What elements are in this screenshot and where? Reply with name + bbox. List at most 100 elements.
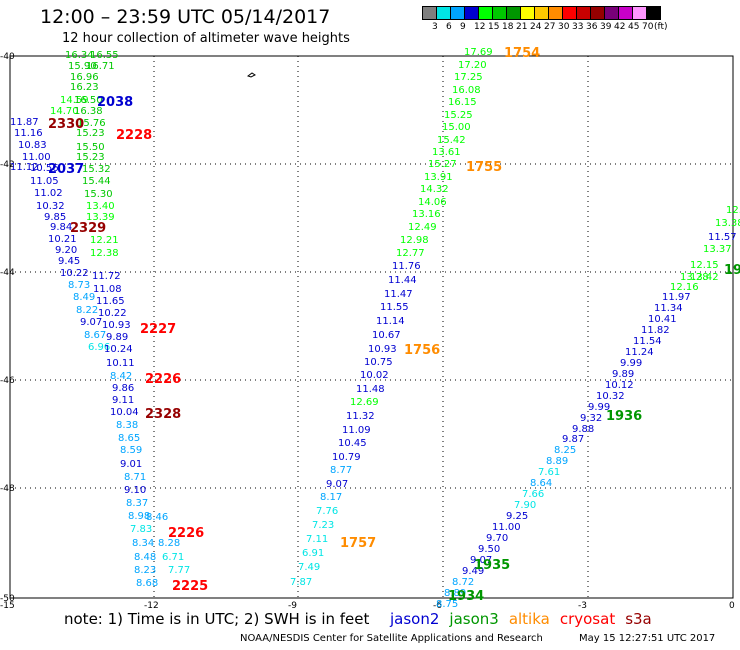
wave-height-value: 11.32: [346, 411, 375, 422]
pass-time-label: 1936: [606, 409, 642, 424]
wave-height-value: 8.98: [128, 511, 150, 522]
wave-height-value: 10.22: [60, 268, 89, 279]
wave-height-value: 12.49: [408, 222, 437, 233]
color-scale-label: 12: [474, 22, 486, 32]
wave-height-value: 8.77: [330, 465, 352, 476]
wave-height-value: 15.44: [82, 176, 111, 187]
wave-height-value: 15.25: [444, 110, 473, 121]
longitude-label: -3: [578, 601, 587, 610]
longitude-label: -9: [288, 601, 297, 610]
wave-height-value: 15.42: [437, 135, 466, 146]
wave-height-value: 11.47: [384, 289, 413, 300]
pass-time-label: 1934: [448, 589, 484, 604]
legend-entry-s3a: s3a: [625, 610, 652, 628]
wave-height-value: 17.25: [454, 72, 483, 83]
wave-height-value: 10.79: [332, 452, 361, 463]
pass-time-label: 1754: [504, 46, 540, 61]
wave-height-value: 9.01: [120, 459, 142, 470]
wave-height-value: 9.25: [506, 511, 528, 522]
latitude-label: -42: [0, 160, 15, 170]
wave-height-value: 15.23: [76, 152, 105, 163]
wave-height-value: 9.49: [462, 566, 484, 577]
wave-height-value: 7.61: [538, 467, 560, 478]
wave-height-value: 7.76: [316, 506, 338, 517]
wave-height-value: 10.45: [338, 438, 367, 449]
color-scale-labels: 3 6 9 12 15 18 21 24 27 30 33 36 39 42 45 70 (ft): [422, 22, 740, 34]
wave-height-value: 9.87: [562, 434, 584, 445]
wave-height-value: 14.70: [50, 106, 79, 117]
wave-height-value: 8.73: [68, 280, 90, 291]
legend-entry-jason2: jason2: [390, 610, 440, 628]
wave-height-value: 12.16: [670, 282, 699, 293]
wave-height-value: 6.96: [88, 342, 110, 353]
pass-time-label: 1756: [404, 343, 440, 358]
wave-height-value: 10.04: [110, 407, 139, 418]
wave-height-value: 10.56: [30, 163, 59, 174]
wave-height-value: 15.23: [76, 128, 105, 139]
wave-height-value: 11.08: [93, 284, 122, 295]
color-scale-label: (ft): [654, 22, 668, 32]
wave-height-value: 11.87: [10, 117, 39, 128]
wave-height-value: 11.24: [625, 347, 654, 358]
wave-height-value: 11.72: [92, 271, 121, 282]
credit-line: NOAA/NESDIS Center for Satellite Applica…: [240, 633, 543, 644]
wave-height-value: 15.90: [68, 61, 97, 72]
color-scale-label: 39: [600, 22, 612, 32]
wave-height-value: 10.12: [605, 380, 634, 391]
pass-time-label: 1935: [474, 558, 510, 573]
wave-height-value: 11.05: [30, 176, 59, 187]
wave-height-value: 9.88: [572, 424, 594, 435]
wave-height-value: 13.39: [86, 212, 115, 223]
wave-height-value: 8.42: [110, 371, 132, 382]
wave-height-value: 8.38: [116, 420, 138, 431]
wave-height-value: 14.32: [420, 184, 449, 195]
wave-height-value: 9.20: [55, 245, 77, 256]
latitude-label: -50: [0, 594, 15, 604]
wave-height-value: 9.10: [124, 485, 146, 496]
wave-height-value: 8.89: [444, 588, 466, 599]
wave-height-value: 17.20: [458, 60, 487, 71]
wave-height-value: 9.70: [486, 533, 508, 544]
wave-height-value: 11.09: [342, 425, 371, 436]
wave-height-value: 9.11: [112, 395, 134, 406]
wave-height-value: 16.34: [65, 50, 94, 61]
wave-height-value: 11.02: [34, 188, 63, 199]
wave-height-value: 8.72: [452, 577, 474, 588]
color-scale-label: 36: [586, 22, 598, 32]
wave-height-value: 10.32: [36, 201, 65, 212]
wave-height-value: 11.44: [388, 275, 417, 286]
pass-time-label: 2329: [70, 221, 106, 236]
color-scale-label: 24: [530, 22, 542, 32]
wave-height-value: 11.48: [356, 384, 385, 395]
wave-height-value: 6.71: [162, 552, 184, 563]
longitude-label: -12: [144, 601, 159, 610]
wave-height-value: 13.38: [715, 218, 740, 229]
color-scale-label: 33: [572, 22, 584, 32]
pass-time-label: 1757: [340, 536, 376, 551]
pass-time-label: 2328: [145, 407, 181, 422]
wave-height-value: 12.21: [90, 235, 119, 246]
pass-time-label: 2227: [140, 322, 176, 337]
wave-height-value: 11.00: [22, 152, 51, 163]
wave-height-value: 6.91: [302, 548, 324, 559]
wave-height-value: 12.77: [396, 248, 425, 259]
wave-height-value: 7.23: [312, 520, 334, 531]
wave-height-value: 13.37: [703, 244, 732, 255]
wave-height-value: 11.82: [641, 325, 670, 336]
wave-height-value: 15.50: [76, 142, 105, 153]
pass-time-label: 2226: [168, 526, 204, 541]
wave-height-value: 7.77: [168, 565, 190, 576]
pass-time-label: 2038: [97, 95, 133, 110]
wave-height-value: 7.83: [130, 524, 152, 535]
wave-height-value: 17.69: [464, 47, 493, 58]
wave-height-value: 13.42: [690, 272, 719, 283]
wave-height-value: 10.83: [18, 140, 47, 151]
pass-time-label: 2037: [48, 162, 84, 177]
wave-height-value: 16.96: [70, 72, 99, 83]
wave-height-value: 16.23: [70, 82, 99, 93]
wave-height-value: 8.59: [120, 445, 142, 456]
pass-time-label: 2330: [48, 117, 84, 132]
wave-height-value: 11.54: [633, 336, 662, 347]
wave-height-value: 12.13: [726, 205, 740, 216]
wave-height-value: 8.75: [436, 599, 458, 610]
